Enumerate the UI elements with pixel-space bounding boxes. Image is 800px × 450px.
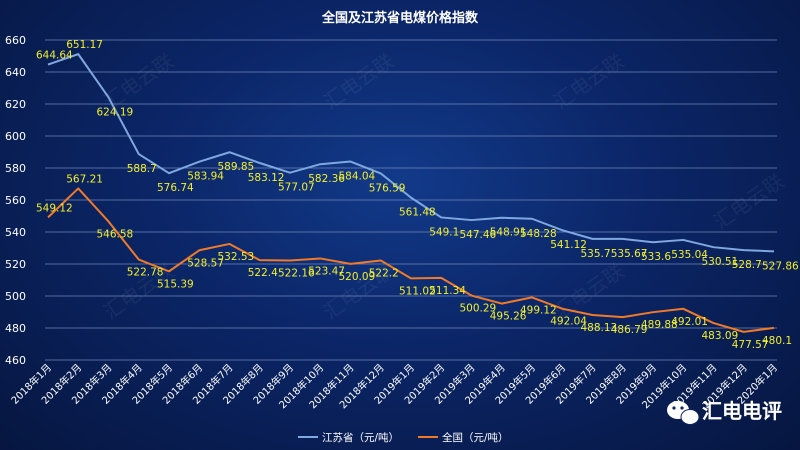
- y-tick-label: 580: [5, 162, 26, 175]
- y-tick-label: 460: [5, 354, 26, 367]
- series-line-jiangsu: [47, 53, 775, 253]
- data-label-jiangsu: 588.7: [127, 163, 157, 175]
- data-label-jiangsu: 527.86: [762, 260, 799, 272]
- data-label-national: 500.29: [460, 303, 497, 315]
- data-label-national: 528.57: [187, 257, 224, 269]
- y-tick-label: 660: [5, 34, 26, 47]
- data-label-national: 523.47: [308, 265, 345, 277]
- y-tick-label: 600: [5, 130, 26, 143]
- data-label-jiangsu: 576.59: [369, 182, 406, 194]
- x-axis-ticks: 2018年1月2018年2月2018年3月2018年4月2018年5月2018年…: [8, 361, 780, 411]
- data-label-jiangsu: 576.74: [157, 182, 194, 194]
- data-label-jiangsu: 644.64: [36, 50, 73, 62]
- data-label-jiangsu: 547.46: [460, 229, 497, 241]
- y-tick-label: 620: [5, 98, 26, 111]
- gridlines: [45, 39, 777, 361]
- data-label-national: 495.26: [490, 311, 527, 323]
- y-tick-label: 540: [5, 226, 26, 239]
- data-label-jiangsu: 589.85: [218, 161, 255, 173]
- data-label-jiangsu: 651.17: [66, 39, 103, 51]
- wechat-badge: 汇电电评: [667, 399, 782, 425]
- data-label-jiangsu: 541.12: [550, 239, 587, 251]
- data-label-jiangsu: 548.91: [490, 227, 527, 239]
- data-label-jiangsu: 577.07: [278, 182, 315, 194]
- legend: 江苏省（元/吨） 全国（元/吨）: [298, 431, 509, 444]
- data-label-national: 483.09: [702, 330, 739, 342]
- data-label-national: 480.1: [762, 335, 792, 347]
- data-label-jiangsu: 584.04: [339, 171, 376, 183]
- data-label-national: 511.02: [399, 285, 436, 297]
- data-label-national: 492.04: [550, 316, 587, 328]
- y-tick-label: 480: [5, 322, 26, 335]
- data-label-jiangsu: 583.94: [187, 171, 224, 183]
- data-label-jiangsu: 583.12: [248, 172, 285, 184]
- data-label-jiangsu: 533.6: [641, 251, 671, 263]
- series-lines: [47, 53, 775, 333]
- series-line-national: [47, 187, 775, 333]
- data-label-jiangsu: 528.7: [732, 259, 762, 271]
- data-label-national: 522.2: [369, 267, 399, 279]
- data-label-national: 532.53: [218, 251, 255, 263]
- legend-label-national: 全国（元/吨）: [442, 431, 509, 444]
- y-tick-label: 500: [5, 290, 26, 303]
- data-label-national: 549.12: [36, 202, 73, 214]
- legend-label-jiangsu: 江苏省（元/吨）: [322, 431, 399, 444]
- data-label-jiangsu: 535.7: [581, 248, 611, 260]
- data-label-national: 492.01: [671, 316, 708, 328]
- data-label-jiangsu: 582.36: [308, 173, 345, 185]
- data-label-jiangsu: 535.04: [671, 249, 708, 261]
- chart-title: 全国及江苏省电煤价格指数: [321, 10, 479, 26]
- data-label-jiangsu: 624.19: [97, 106, 134, 118]
- wechat-icon: [667, 401, 700, 425]
- data-label-national: 546.58: [97, 228, 134, 240]
- data-label-national: 567.21: [66, 173, 103, 185]
- data-label-jiangsu: 535.67: [611, 248, 648, 260]
- data-label-national: 520.09: [339, 271, 376, 283]
- y-tick-label: 640: [5, 66, 26, 79]
- y-tick-label: 560: [5, 194, 26, 207]
- data-label-national: 486.79: [611, 324, 648, 336]
- y-axis-ticks: 460 480 500 520 540 560 580 600 620 640 660: [5, 34, 26, 367]
- data-label-national: 499.12: [520, 304, 557, 316]
- data-label-national: 489.88: [641, 319, 678, 331]
- data-label-national: 522.4: [248, 267, 278, 279]
- data-label-national: 522.78: [127, 267, 164, 279]
- data-label-jiangsu: 549.1: [429, 226, 459, 238]
- data-label-national: 488.13: [581, 322, 618, 334]
- data-label-national: 522.16: [278, 268, 315, 280]
- badge-text: 汇电电评: [702, 399, 782, 423]
- data-label-national: 515.39: [157, 278, 194, 290]
- data-label-jiangsu: 548.28: [520, 228, 557, 240]
- data-label-national: 511.34: [429, 285, 466, 297]
- data-label-jiangsu: 530.51: [702, 256, 739, 268]
- data-label-national: 477.57: [732, 339, 769, 351]
- data-label-jiangsu: 561.48: [399, 207, 436, 219]
- watermark-text: 汇电云联: [709, 169, 788, 235]
- y-tick-label: 520: [5, 258, 26, 271]
